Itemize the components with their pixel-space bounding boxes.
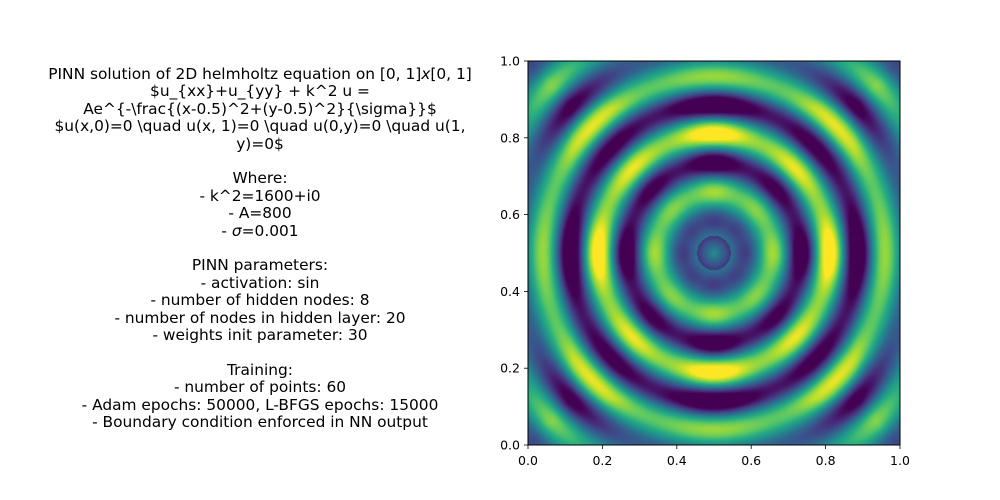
where-header: Where: [232,169,288,188]
heatmap-image [528,61,900,445]
equation-line: $u(x,0)=0 \quad u(x, 1)=0 \quad u(0,y)=0… [54,117,466,136]
training-item: - number of points: 60 [173,378,347,397]
y-tick-label: 1.0 [500,54,520,69]
training-item: - Adam epochs: 50000, L-BFGS epochs: 150… [81,395,439,414]
x-axis: 0.0 0.2 0.4 0.6 0.8 1.0 [518,445,910,468]
training-items: - number of points: 60- Adam epochs: 500… [20,378,500,432]
pinn-items: - activation: sin - number of hidden node… [20,273,500,345]
x-tick-label: 0.0 [518,453,538,468]
where-items: - k^2=1600+i0- A=800 [20,186,500,223]
y-tick-label: 0.0 [500,438,520,453]
equation-line: $u_{xx}+u_{yy} + k^2 u = [150,82,370,101]
equation-lines: $u_{xx}+u_{yy} + k^2 u = Ae^{-\frac{(x-0.… [20,82,500,153]
y-tick-label: 0.2 [500,361,520,376]
x-tick-label: 0.2 [592,453,612,468]
y-tick-label: 0.8 [500,130,520,145]
pinn-parameter-item: - weights init parameter: 30 [152,326,368,345]
title-line: PINN solution of 2D helmholtz equation o… [48,65,472,83]
y-tick-label: 0.4 [500,284,520,299]
x-tick-label: 0.6 [741,453,761,468]
sigma-line: - σ=0.001 [221,221,299,240]
y-axis: 0.0 0.2 0.4 0.6 0.8 1.0 [500,54,528,453]
description-text: PINN solution of 2D helmholtz equation o… [20,65,500,432]
training-header: Training: [227,360,293,379]
training-item: - Boundary condition enforced in NN outp… [92,413,428,432]
heatmap-field [528,61,900,445]
where-item: - k^2=1600+i0 [199,186,321,205]
plot-frame [527,60,901,446]
pinn-header: PINN parameters: [191,256,329,275]
y-tick-label: 0.6 [500,207,520,222]
x-tick-label: 1.0 [890,453,910,468]
pinn-parameter-item: - number of hidden nodes: 8 [150,291,370,310]
pinn-parameter-item: - activation: sin [200,273,320,292]
x-tick-label: 0.8 [816,453,836,468]
x-tick-label: 0.4 [667,453,687,468]
where-item: - A=800 [228,204,292,223]
equation-line: y)=0$ [236,134,284,153]
pinn-parameter-item: - number of nodes in hidden layer: 20 [114,308,406,327]
equation-line: Ae^{-\frac{(x-0.5)^2+(y-0.5)^2}{\sigma}}… [83,99,437,118]
